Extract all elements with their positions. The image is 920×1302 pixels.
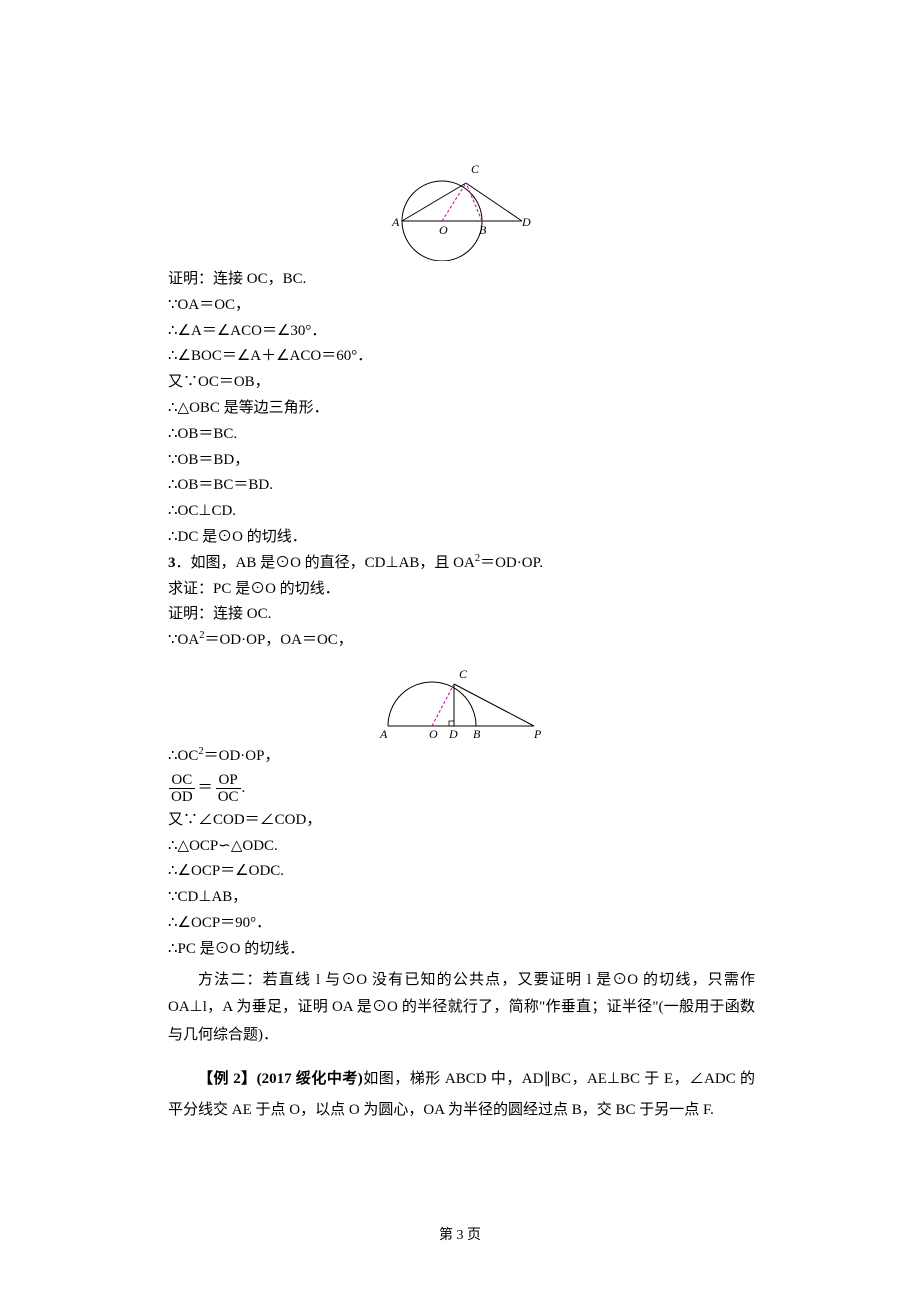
figure-2: A O D B C P — [376, 660, 548, 740]
svg-text:A: A — [391, 215, 400, 229]
proof2-line-8: ∴PC 是⊙O 的切线． — [168, 937, 755, 963]
proof1-line-2: ∵OA＝OC， — [168, 293, 755, 319]
svg-text:P: P — [533, 727, 542, 740]
proof2-line-3: 又∵∠COD＝∠COD， — [168, 808, 755, 834]
svg-text:B: B — [473, 727, 481, 740]
proof1-line-7: ∴OB＝BC. — [168, 422, 755, 448]
svg-text:B: B — [479, 223, 487, 237]
figure-1: A O B C D — [382, 155, 542, 261]
proof1-line-9: ∴OB＝BC＝BD. — [168, 473, 755, 499]
svg-text:C: C — [471, 162, 480, 176]
fraction-oc-od: OC OD — [169, 772, 195, 806]
proof1-line-8: ∵OB＝BD， — [168, 448, 755, 474]
problem-3-number: 3 — [168, 555, 176, 571]
svg-text:O: O — [429, 727, 438, 740]
proof2-line-4: ∴△OCP∽△ODC. — [168, 834, 755, 860]
example-2-paragraph: 【例 2】(2017 绥化中考)如图，梯形 ABCD 中，AD∥BC，AE⊥BC… — [168, 1064, 755, 1127]
proof2-line-7: ∴∠OCP＝90°． — [168, 911, 755, 937]
proof1-line-4: ∴∠BOC＝∠A＋∠ACO＝60°． — [168, 344, 755, 370]
example-2-prefix: 【例 2】(2017 绥化中考) — [198, 1071, 363, 1087]
svg-text:D: D — [521, 215, 531, 229]
svg-text:C: C — [459, 667, 468, 681]
proof1-line-1: 证明：连接 OC，BC. — [168, 267, 755, 293]
proof1-line-3: ∴∠A＝∠ACO＝∠30°． — [168, 319, 755, 345]
problem-3-proof-start: 证明：连接 OC. — [168, 602, 755, 628]
method-2-paragraph: 方法二：若直线 l 与⊙O 没有已知的公共点，又要证明 l 是⊙O 的切线，只需… — [168, 967, 755, 1050]
svg-text:O: O — [439, 223, 448, 237]
proof1-line-5: 又∵OC＝OB， — [168, 370, 755, 396]
fraction-op-oc: OP OC — [216, 772, 241, 806]
proof2-line-6: ∵CD⊥AB， — [168, 885, 755, 911]
svg-text:A: A — [379, 727, 388, 740]
problem-3-condition: ∵OA2＝OD·OP，OA＝OC， — [168, 628, 755, 654]
proof1-line-10: ∴OC⊥CD. — [168, 499, 755, 525]
problem-3-statement: 3．如图，AB 是⊙O 的直径，CD⊥AB，且 OA2＝OD·OP. — [168, 551, 755, 577]
page-footer: 第 3 页 — [0, 1224, 920, 1248]
proof1-line-6: ∴△OBC 是等边三角形． — [168, 396, 755, 422]
svg-text:D: D — [448, 727, 458, 740]
proof1-line-11: ∴DC 是⊙O 的切线． — [168, 525, 755, 551]
proof2-fraction-line: OC OD ＝ OP OC . — [168, 772, 755, 806]
page: A O B C D 证明：连接 OC，BC. ∵OA＝OC， ∴∠A＝∠ACO＝… — [0, 0, 920, 1302]
proof2-line-1: ∴OC2＝OD·OP， — [168, 744, 755, 770]
proof2-line-5: ∴∠OCP＝∠ODC. — [168, 859, 755, 885]
equals-sign: ＝ — [198, 776, 213, 802]
problem-3-to-prove: 求证：PC 是⊙O 的切线． — [168, 577, 755, 603]
